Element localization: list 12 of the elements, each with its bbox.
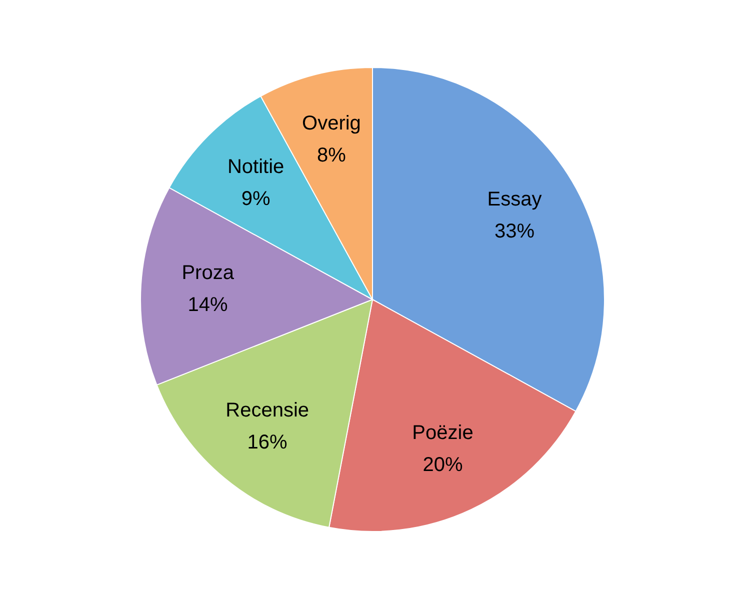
slice-label: Overig [302,112,361,135]
data-label: 14% [188,294,228,316]
data-label: 8% [317,144,346,167]
data-label: 16% [247,432,288,454]
data-label: 9% [241,188,270,210]
data-label: 20% [422,454,463,476]
data-label: 33% [494,220,535,243]
slice-label: Essay [487,188,542,211]
slice-label: Proza [182,262,235,284]
slice-label: Poëzie [412,422,474,444]
slice-label: Recensie [226,400,310,422]
slice-label: Notitie [227,156,284,178]
